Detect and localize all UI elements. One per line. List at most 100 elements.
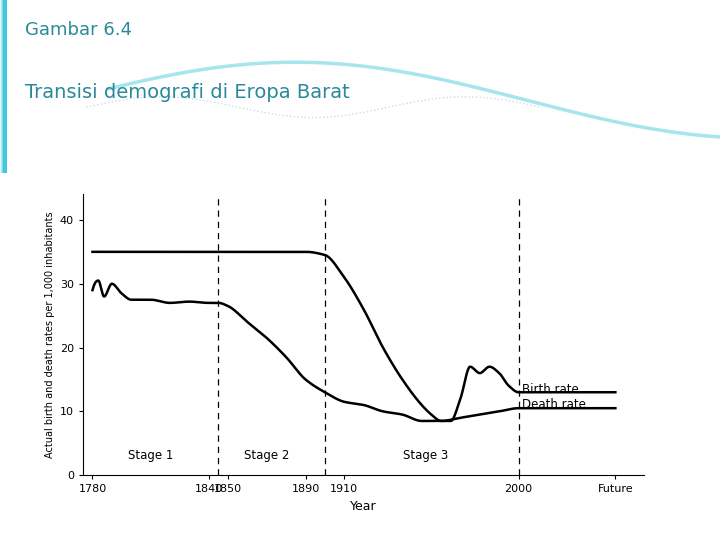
Bar bbox=[1, 0, 4, 173]
Bar bbox=[4, 0, 7, 173]
Bar bbox=[3, 0, 6, 173]
Bar bbox=[3, 0, 6, 173]
Bar bbox=[1, 0, 5, 173]
Bar bbox=[2, 0, 6, 173]
Bar bbox=[0, 0, 4, 173]
Bar bbox=[0, 0, 4, 173]
Bar bbox=[3, 0, 6, 173]
Bar bbox=[1, 0, 4, 173]
Bar bbox=[1, 0, 4, 173]
Bar bbox=[3, 0, 6, 173]
Bar bbox=[3, 0, 6, 173]
Bar bbox=[2, 0, 6, 173]
Bar bbox=[4, 0, 7, 173]
Bar bbox=[2, 0, 6, 173]
Bar bbox=[2, 0, 6, 173]
Bar bbox=[4, 0, 7, 173]
Bar bbox=[0, 0, 4, 173]
Bar bbox=[1, 0, 4, 173]
Bar bbox=[3, 0, 6, 173]
Bar bbox=[3, 0, 6, 173]
Bar bbox=[3, 0, 6, 173]
Bar bbox=[2, 0, 6, 173]
Bar bbox=[1, 0, 5, 173]
Bar bbox=[3, 0, 6, 173]
Bar bbox=[1, 0, 4, 173]
Bar bbox=[2, 0, 6, 173]
Bar bbox=[3, 0, 6, 173]
Bar bbox=[2, 0, 6, 173]
Bar bbox=[1, 0, 5, 173]
Bar bbox=[2, 0, 6, 173]
Bar bbox=[3, 0, 6, 173]
Bar bbox=[0, 0, 4, 173]
Bar bbox=[1, 0, 5, 173]
Text: Stage 1: Stage 1 bbox=[128, 449, 174, 462]
Bar bbox=[1, 0, 4, 173]
Bar bbox=[1, 0, 4, 173]
Bar bbox=[1, 0, 4, 173]
Bar bbox=[1, 0, 5, 173]
Bar bbox=[2, 0, 6, 173]
Bar bbox=[3, 0, 6, 173]
Bar bbox=[1, 0, 4, 173]
Bar bbox=[4, 0, 7, 173]
Bar bbox=[1, 0, 5, 173]
Bar bbox=[2, 0, 6, 173]
Bar bbox=[3, 0, 6, 173]
Bar bbox=[3, 0, 6, 173]
Bar bbox=[4, 0, 7, 173]
Bar bbox=[4, 0, 7, 173]
Bar bbox=[4, 0, 7, 173]
Bar bbox=[1, 0, 4, 173]
Bar bbox=[0, 0, 4, 173]
Bar bbox=[3, 0, 6, 173]
Bar bbox=[1, 0, 5, 173]
Bar bbox=[0, 0, 4, 173]
Bar bbox=[3, 0, 6, 173]
Bar bbox=[1, 0, 5, 173]
Bar bbox=[2, 0, 6, 173]
Bar bbox=[1, 0, 5, 173]
Bar bbox=[1, 0, 5, 173]
Bar bbox=[3, 0, 6, 173]
Bar bbox=[3, 0, 6, 173]
Bar bbox=[1, 0, 4, 173]
Bar bbox=[4, 0, 7, 173]
Text: Death rate: Death rate bbox=[523, 399, 586, 411]
Bar bbox=[1, 0, 5, 173]
Bar bbox=[3, 0, 6, 173]
Bar bbox=[0, 0, 4, 173]
Bar bbox=[2, 0, 6, 173]
Bar bbox=[1, 0, 4, 173]
Bar bbox=[2, 0, 6, 173]
Bar bbox=[3, 0, 6, 173]
Bar bbox=[3, 0, 6, 173]
Bar bbox=[3, 0, 6, 173]
Bar bbox=[1, 0, 4, 173]
Bar bbox=[1, 0, 5, 173]
Bar bbox=[2, 0, 6, 173]
Bar bbox=[1, 0, 5, 173]
Bar bbox=[2, 0, 6, 173]
Bar bbox=[3, 0, 6, 173]
Bar bbox=[3, 0, 6, 173]
Bar bbox=[1, 0, 5, 173]
Bar bbox=[1, 0, 4, 173]
Bar bbox=[0, 0, 4, 173]
Bar bbox=[1, 0, 5, 173]
Bar bbox=[2, 0, 6, 173]
Bar bbox=[3, 0, 6, 173]
Bar bbox=[4, 0, 7, 173]
Bar bbox=[1, 0, 4, 173]
Bar bbox=[2, 0, 6, 173]
Bar bbox=[4, 0, 7, 173]
Bar bbox=[1, 0, 5, 173]
Bar bbox=[2, 0, 6, 173]
Bar bbox=[2, 0, 6, 173]
Bar bbox=[0, 0, 4, 173]
Bar bbox=[4, 0, 7, 173]
Bar bbox=[1, 0, 4, 173]
Bar bbox=[1, 0, 5, 173]
Bar bbox=[1, 0, 4, 173]
